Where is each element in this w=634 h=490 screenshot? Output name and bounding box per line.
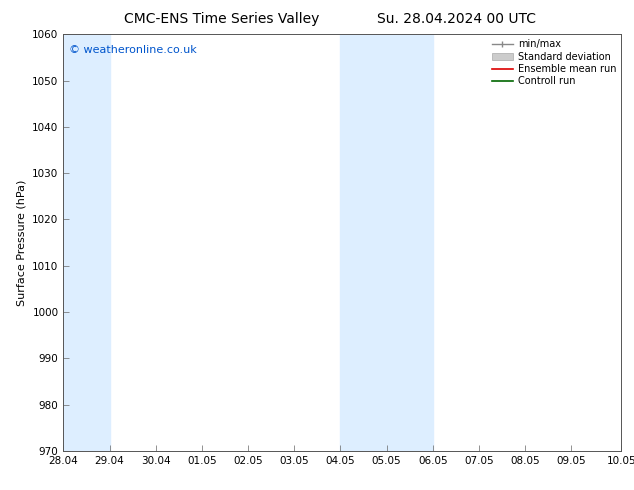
Bar: [63, 34, 110, 451]
Text: CMC-ENS Time Series Valley: CMC-ENS Time Series Valley: [124, 12, 320, 26]
Legend: min/max, Standard deviation, Ensemble mean run, Controll run: min/max, Standard deviation, Ensemble me…: [489, 36, 619, 89]
Y-axis label: Surface Pressure (hPa): Surface Pressure (hPa): [16, 179, 27, 306]
Bar: [340, 34, 433, 451]
Text: © weatheronline.co.uk: © weatheronline.co.uk: [69, 45, 197, 55]
Text: Su. 28.04.2024 00 UTC: Su. 28.04.2024 00 UTC: [377, 12, 536, 26]
